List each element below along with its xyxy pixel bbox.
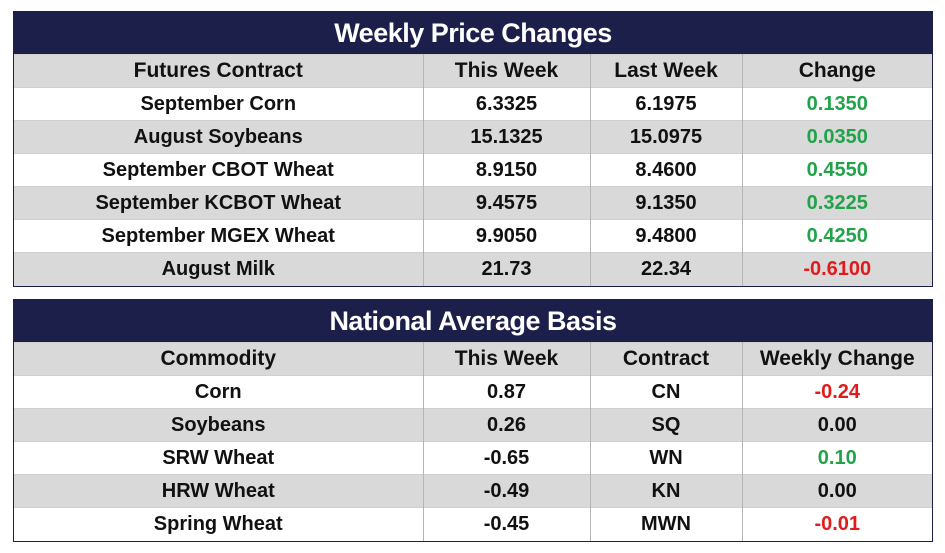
this-week-cell: -0.45 bbox=[423, 507, 591, 541]
table-row: September KCBOT Wheat 9.4575 9.1350 0.32… bbox=[14, 186, 933, 220]
contract-cell: September Corn bbox=[14, 87, 424, 121]
contract-cell: August Milk bbox=[14, 252, 424, 286]
table-row: HRW Wheat -0.49 KN 0.00 bbox=[14, 474, 932, 508]
this-week-cell: 21.73 bbox=[423, 252, 591, 286]
this-week-cell: 15.1325 bbox=[423, 120, 591, 154]
last-week-cell: 9.4800 bbox=[590, 219, 743, 253]
last-week-cell: 9.1350 bbox=[590, 186, 743, 220]
table-row: September CBOT Wheat 8.9150 8.4600 0.455… bbox=[14, 153, 933, 187]
change-cell: 0.4550 bbox=[742, 153, 933, 187]
contract-code-cell: CN bbox=[590, 375, 743, 409]
change-cell: 0.1350 bbox=[742, 87, 933, 121]
this-week-cell: -0.65 bbox=[423, 441, 591, 475]
commodity-cell: Corn bbox=[14, 375, 424, 409]
weekly-change-cell: 0.00 bbox=[742, 474, 932, 508]
column-header-this-week: This Week bbox=[423, 54, 591, 88]
national-average-basis-panel: National Average Basis Commodity This We… bbox=[13, 299, 933, 542]
table-row: Spring Wheat -0.45 MWN -0.01 bbox=[14, 507, 932, 541]
table-row: Soybeans 0.26 SQ 0.00 bbox=[14, 408, 932, 442]
table-row: August Milk 21.73 22.34 -0.6100 bbox=[14, 252, 933, 286]
contract-code-cell: KN bbox=[590, 474, 743, 508]
table-row: Corn 0.87 CN -0.24 bbox=[14, 375, 932, 409]
change-cell: 0.4250 bbox=[742, 219, 933, 253]
table-row: August Soybeans 15.1325 15.0975 0.0350 bbox=[14, 120, 933, 154]
last-week-cell: 8.4600 bbox=[590, 153, 743, 187]
this-week-cell: 8.9150 bbox=[423, 153, 591, 187]
column-header-weekly-change: Weekly Change bbox=[742, 342, 932, 376]
last-week-cell: 6.1975 bbox=[590, 87, 743, 121]
weekly-change-cell: 0.00 bbox=[742, 408, 932, 442]
this-week-cell: 0.87 bbox=[423, 375, 591, 409]
column-header-change: Change bbox=[742, 54, 933, 88]
this-week-cell: -0.49 bbox=[423, 474, 591, 508]
commodity-cell: Spring Wheat bbox=[14, 507, 424, 541]
change-cell: 0.3225 bbox=[742, 186, 933, 220]
weekly-price-changes-table: Weekly Price Changes Futures Contract Th… bbox=[14, 12, 933, 286]
column-header-futures-contract: Futures Contract bbox=[14, 54, 424, 88]
column-header-this-week: This Week bbox=[423, 342, 591, 376]
price-table-title: Weekly Price Changes bbox=[14, 12, 933, 55]
contract-code-cell: WN bbox=[590, 441, 743, 475]
basis-table-title: National Average Basis bbox=[14, 300, 932, 343]
weekly-change-cell: 0.10 bbox=[742, 441, 932, 475]
contract-cell: September KCBOT Wheat bbox=[14, 186, 424, 220]
table-row: SRW Wheat -0.65 WN 0.10 bbox=[14, 441, 932, 475]
table-row: September Corn 6.3325 6.1975 0.1350 bbox=[14, 87, 933, 121]
weekly-change-cell: -0.01 bbox=[742, 507, 932, 541]
commodity-cell: HRW Wheat bbox=[14, 474, 424, 508]
table-row: September MGEX Wheat 9.9050 9.4800 0.425… bbox=[14, 219, 933, 253]
this-week-cell: 9.4575 bbox=[423, 186, 591, 220]
national-average-basis-table: National Average Basis Commodity This We… bbox=[14, 300, 932, 541]
column-header-contract: Contract bbox=[590, 342, 743, 376]
last-week-cell: 22.34 bbox=[590, 252, 743, 286]
this-week-cell: 9.9050 bbox=[423, 219, 591, 253]
weekly-price-changes-panel: Weekly Price Changes Futures Contract Th… bbox=[13, 11, 933, 287]
last-week-cell: 15.0975 bbox=[590, 120, 743, 154]
column-header-last-week: Last Week bbox=[590, 54, 743, 88]
change-cell: 0.0350 bbox=[742, 120, 933, 154]
change-cell: -0.6100 bbox=[742, 252, 933, 286]
commodity-cell: SRW Wheat bbox=[14, 441, 424, 475]
commodity-cell: Soybeans bbox=[14, 408, 424, 442]
weekly-change-cell: -0.24 bbox=[742, 375, 932, 409]
contract-cell: September MGEX Wheat bbox=[14, 219, 424, 253]
contract-code-cell: SQ bbox=[590, 408, 743, 442]
this-week-cell: 0.26 bbox=[423, 408, 591, 442]
contract-code-cell: MWN bbox=[590, 507, 743, 541]
this-week-cell: 6.3325 bbox=[423, 87, 591, 121]
contract-cell: September CBOT Wheat bbox=[14, 153, 424, 187]
contract-cell: August Soybeans bbox=[14, 120, 424, 154]
column-header-commodity: Commodity bbox=[14, 342, 424, 376]
